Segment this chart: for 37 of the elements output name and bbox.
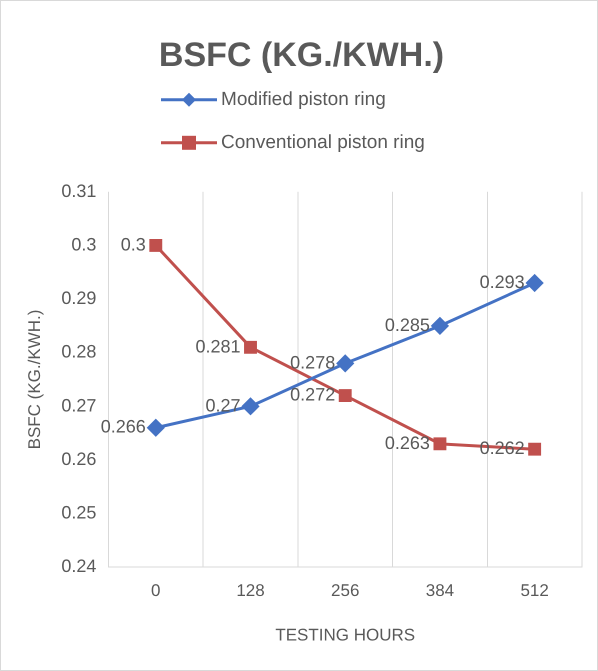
data-label: 0.281 (195, 336, 241, 356)
data-label: 0.27 (205, 395, 241, 416)
y-tick-label: 0.29 (61, 288, 96, 308)
y-tick-label: 0.31 (61, 180, 96, 201)
point (431, 317, 448, 334)
y-tick-label: 0.26 (61, 448, 96, 469)
y-tick-label: 0.24 (61, 556, 96, 576)
point (528, 442, 542, 456)
y-tick-label: 0.28 (61, 342, 96, 362)
y-tick-label: 0.25 (61, 502, 96, 523)
legend-label: Conventional piston ring (221, 132, 425, 154)
data-label: 0.293 (480, 272, 525, 292)
data-label: 0.266 (100, 416, 146, 437)
data-label: 0.285 (384, 314, 430, 335)
point (149, 238, 162, 252)
point (433, 437, 446, 450)
data-label: 0.3 (120, 234, 146, 254)
point (244, 340, 257, 354)
x-tick-label: 128 (236, 581, 265, 600)
point (338, 389, 352, 402)
data-label: 0.272 (290, 384, 336, 405)
data-label: 0.263 (384, 432, 430, 453)
point (242, 398, 260, 415)
x-tick-label: 256 (331, 581, 360, 600)
legend-label: Modified piston ring (221, 89, 386, 110)
point (336, 354, 354, 372)
x-tick-label: 512 (520, 581, 549, 600)
x-axis-title: TESTING HOURS (275, 625, 416, 644)
point (526, 274, 544, 292)
data-label: 0.278 (290, 352, 336, 372)
y-axis-title: BSFC (KG./KWH.) (24, 310, 44, 450)
point (147, 419, 164, 436)
chart-title: BSFC (KG./KWH.) (158, 36, 444, 74)
x-tick-label: 0 (151, 581, 161, 600)
y-tick-label: 0.3 (71, 234, 96, 254)
x-tick-label: 384 (426, 581, 454, 600)
y-tick-label: 0.27 (61, 395, 96, 416)
